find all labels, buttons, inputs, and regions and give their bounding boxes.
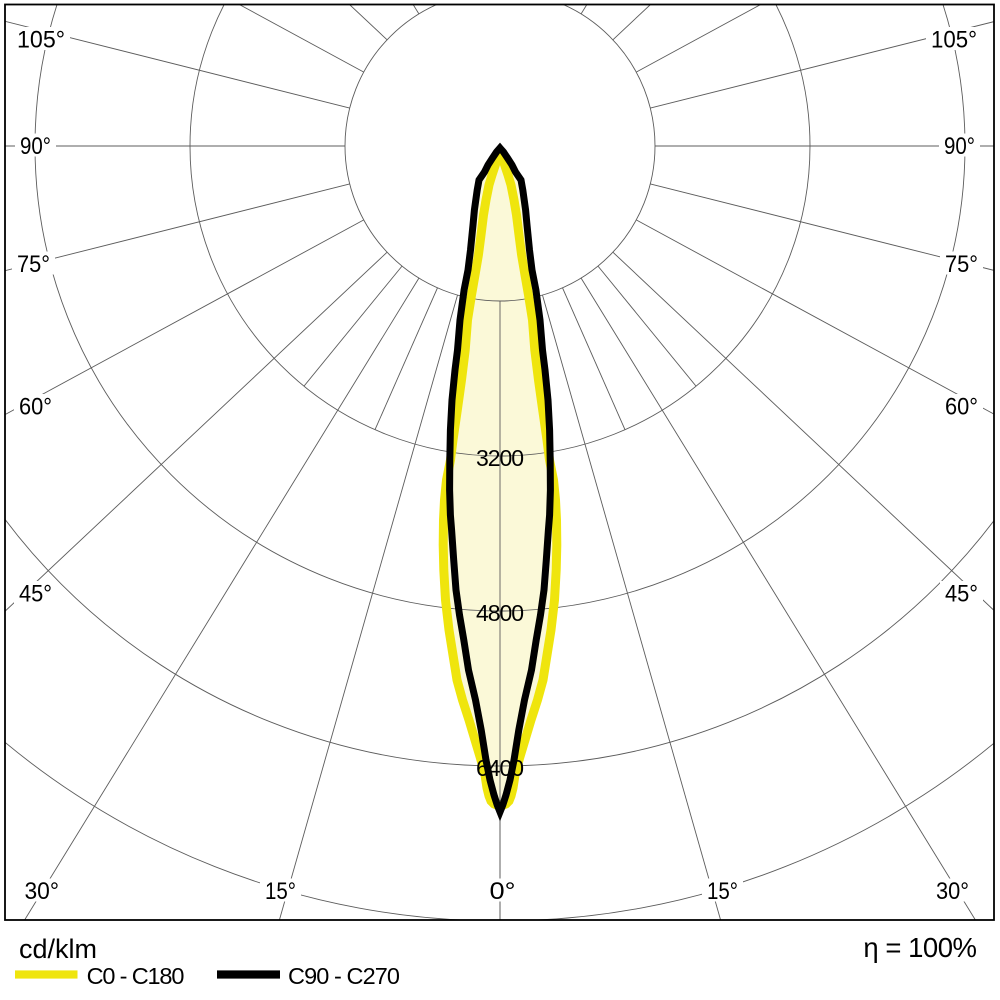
- svg-text:15°: 15°: [265, 878, 296, 905]
- svg-text:15°: 15°: [707, 878, 738, 905]
- svg-text:75°: 75°: [17, 251, 50, 278]
- svg-text:3200: 3200: [476, 445, 524, 471]
- svg-text:75°: 75°: [945, 251, 978, 278]
- svg-text:90°: 90°: [944, 133, 975, 160]
- svg-text:6400: 6400: [476, 755, 524, 781]
- svg-text:60°: 60°: [19, 394, 52, 421]
- svg-text:C90 - C270: C90 - C270: [288, 963, 400, 989]
- svg-text:C0 - C180: C0 - C180: [87, 963, 185, 989]
- svg-text:60°: 60°: [945, 394, 978, 421]
- svg-text:105°: 105°: [17, 27, 65, 54]
- svg-text:cd/klm: cd/klm: [19, 934, 97, 964]
- svg-text:30°: 30°: [25, 878, 60, 905]
- svg-text:η = 100%: η = 100%: [863, 932, 977, 963]
- svg-text:45°: 45°: [945, 581, 978, 608]
- svg-text:105°: 105°: [931, 27, 977, 54]
- svg-text:45°: 45°: [19, 581, 52, 608]
- svg-text:90°: 90°: [20, 133, 51, 160]
- svg-text:0°: 0°: [490, 878, 516, 905]
- svg-text:4800: 4800: [476, 600, 524, 626]
- svg-text:30°: 30°: [936, 878, 969, 905]
